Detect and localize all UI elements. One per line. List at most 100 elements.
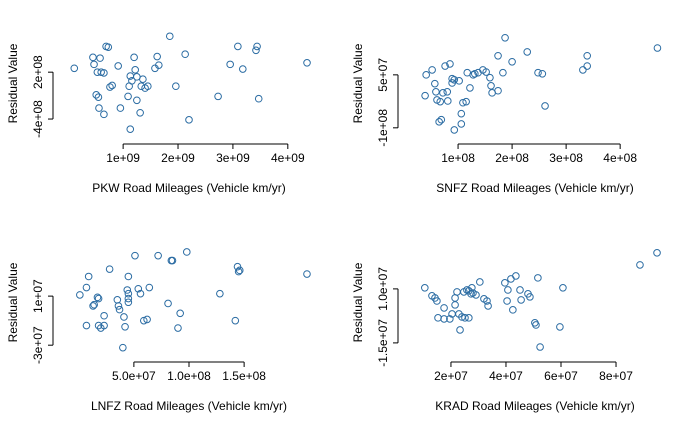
point [124, 92, 132, 101]
point [508, 57, 516, 66]
y-tick-label: 1e+07 [31, 279, 45, 313]
point [113, 296, 122, 304]
point [501, 33, 509, 42]
y-tick-label: -3e+07 [31, 326, 45, 364]
point [121, 322, 129, 331]
point [143, 315, 151, 324]
point [538, 69, 547, 78]
point [455, 77, 463, 85]
point [238, 65, 247, 73]
point [114, 302, 123, 310]
point [234, 42, 242, 51]
y-axis-title: Residual Value [351, 43, 365, 123]
point [76, 291, 84, 299]
point [450, 126, 459, 134]
x-tick-label: 1.0e+08 [167, 369, 211, 383]
x-tick-label: 2e+09 [161, 151, 195, 165]
point [231, 316, 240, 325]
point [104, 43, 113, 51]
point [516, 286, 524, 294]
point [433, 297, 441, 305]
point [583, 51, 591, 60]
point [70, 64, 79, 73]
x-tick-label: 2e+08 [495, 151, 529, 165]
point [115, 305, 124, 314]
point [106, 83, 114, 91]
x-tick-label: 1e+09 [106, 151, 140, 165]
y-tick-label: -1.5e+07 [376, 319, 390, 367]
point [436, 97, 445, 106]
point [653, 249, 661, 257]
point [164, 299, 172, 308]
point [92, 91, 101, 99]
point [90, 60, 98, 69]
point [105, 265, 114, 273]
point [459, 98, 467, 107]
point [422, 71, 430, 79]
point [541, 102, 549, 110]
point [141, 84, 149, 92]
point [421, 91, 429, 100]
point [93, 68, 102, 76]
point [89, 53, 97, 62]
point [93, 293, 102, 302]
x-axis-title: LNFZ Road Mileages (Vehicle km/yr) [91, 399, 287, 413]
point [131, 251, 139, 260]
point [487, 81, 495, 90]
point [494, 86, 502, 95]
point [435, 118, 443, 126]
x-tick-label: 6e+07 [544, 369, 578, 383]
point [108, 81, 116, 90]
x-axis-title: PKW Road Mileages (Vehicle km/yr) [92, 181, 285, 195]
point [465, 314, 473, 322]
point [503, 297, 511, 305]
point [486, 73, 494, 82]
x-tick-label: 1.5e+08 [222, 369, 266, 383]
point [463, 68, 472, 77]
point [126, 125, 135, 133]
point [440, 304, 448, 312]
point [82, 283, 91, 292]
x-axis-title: SNFZ Road Mileages (Vehicle km/yr) [436, 181, 633, 195]
point [216, 289, 224, 298]
point [133, 96, 141, 105]
point [559, 284, 567, 292]
point [128, 76, 136, 85]
point [483, 297, 491, 305]
point [226, 60, 234, 69]
point [100, 110, 108, 119]
y-axis-title: Residual Value [6, 43, 20, 123]
point [517, 296, 525, 304]
point [507, 275, 515, 283]
point [439, 89, 447, 97]
point [456, 326, 464, 334]
x-tick-label: 3e+09 [216, 151, 250, 165]
x-tick-label: 4e+07 [489, 369, 523, 383]
point [653, 44, 662, 52]
point [482, 68, 490, 76]
point [440, 315, 448, 323]
point [124, 272, 133, 281]
point [526, 293, 534, 301]
point [461, 314, 469, 322]
point [434, 314, 442, 322]
point [556, 323, 564, 331]
point [441, 62, 449, 70]
point [136, 289, 145, 298]
x-tick-label: 5.0e+07 [112, 369, 156, 383]
point [534, 68, 542, 77]
point [124, 298, 133, 307]
point [536, 343, 544, 351]
point [534, 274, 542, 282]
point [214, 92, 222, 101]
point [443, 97, 452, 105]
point [139, 316, 148, 325]
point [450, 75, 459, 84]
point [124, 289, 133, 298]
point [120, 313, 128, 321]
point [233, 262, 242, 271]
y-tick-label: 1.0e+07 [376, 267, 390, 311]
point [468, 284, 476, 292]
point [504, 286, 512, 294]
